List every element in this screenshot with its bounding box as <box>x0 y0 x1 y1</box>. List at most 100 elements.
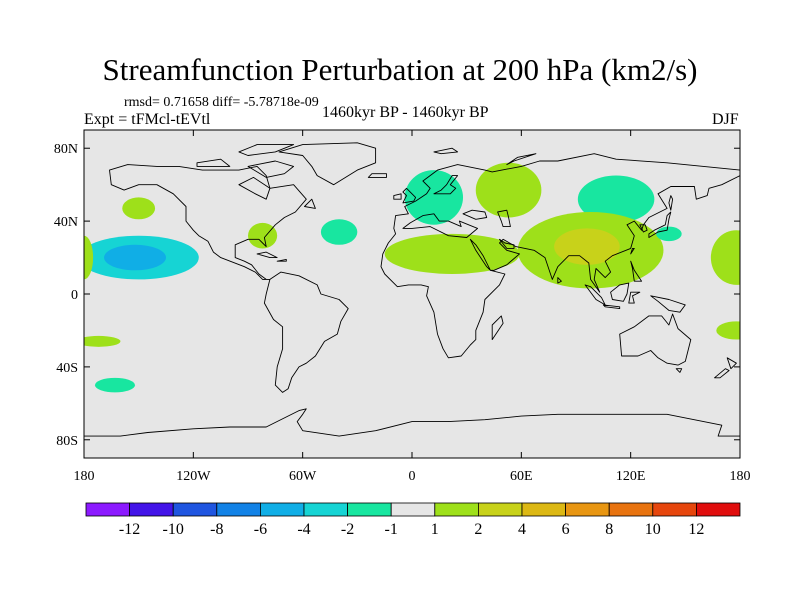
coast-java <box>602 304 621 310</box>
coast-svalbard <box>433 147 459 155</box>
anomaly-mid-atlantic-negative <box>320 219 358 245</box>
colorbar-swatch <box>696 502 741 517</box>
colorbar-label: -4 <box>297 521 310 538</box>
coast-philippines <box>630 260 643 282</box>
coast-hudson-bay <box>238 176 271 200</box>
lon-tick-label: 0 <box>409 469 416 484</box>
coast-sri-lanka <box>557 277 562 284</box>
anomaly-russia-positive <box>475 162 542 218</box>
lon-tick-label: 120W <box>176 469 211 484</box>
coast-sakhalin <box>668 195 674 211</box>
stats-text: rmsd= 0.71658 diff= -5.78718e-09 <box>124 95 319 110</box>
anomaly-gulf-of-mexico-positive <box>248 222 278 249</box>
colorbar-swatch <box>608 502 654 517</box>
lon-tick-label: 120E <box>616 469 646 484</box>
anomaly-south-pacific-negative <box>94 377 136 393</box>
colorbar-swatch <box>85 502 130 517</box>
coast-ellesmere-island <box>238 144 295 156</box>
colorbar-swatch <box>565 502 610 517</box>
colorbar-swatch <box>390 502 436 517</box>
coastline-layer <box>84 142 740 458</box>
coast-tasmania <box>675 368 683 373</box>
colorbar-label: -1 <box>385 521 398 538</box>
anomaly-north-asia-negative <box>577 175 655 223</box>
colorbar-label: 6 <box>562 521 570 538</box>
anomaly-europe-negative <box>404 170 464 225</box>
coast-antarctica <box>84 408 740 458</box>
colorbar-swatch <box>129 502 174 517</box>
coast-new-zealand-north <box>726 357 737 370</box>
coast-australia <box>619 313 692 366</box>
map-frame <box>83 129 741 459</box>
coast-korea-peninsula <box>639 224 648 233</box>
coast-north-america <box>109 164 307 280</box>
season-label: DJF <box>712 111 739 128</box>
coast-eurasia-africa <box>380 153 740 359</box>
coast-red-sea <box>469 238 491 271</box>
anomaly-fill-layer <box>84 162 740 393</box>
ocean-background <box>84 130 740 458</box>
colorbar-swatch <box>172 502 218 517</box>
colorbar: -12 -10 -8 -6 -4 -2 -1 1 2 4 6 8 10 12 <box>85 502 741 538</box>
coast-new-zealand-south <box>714 368 730 379</box>
colorbar-swatch <box>259 502 305 517</box>
coast-persian-gulf <box>499 238 515 249</box>
anomaly-north-pacific-core <box>104 244 166 271</box>
coast-mediterranean-sea <box>402 213 479 238</box>
colorbar-label: 4 <box>518 521 526 538</box>
coast-madagascar <box>491 315 504 341</box>
coast-caspian-sea <box>497 209 511 228</box>
coast-sulawesi <box>628 291 641 304</box>
colorbar-swatch <box>216 502 261 517</box>
colorbar-label: -10 <box>163 521 184 538</box>
lat-tick-label: 80N <box>54 142 78 157</box>
lat-tick-label: 40N <box>54 215 78 230</box>
coast-greenland <box>278 142 377 186</box>
lon-tick-label: 60E <box>510 469 533 484</box>
coast-baffin-island <box>247 160 295 178</box>
coast-black-sea <box>462 209 488 220</box>
coast-south-america <box>263 271 349 393</box>
lat-tick-label: 40S <box>56 361 78 376</box>
map-panel: 180 120W 60W 0 60E 120E 180 80N 40N 0 40S 80S <box>54 129 751 484</box>
anomaly-southwest-pacific-positive <box>716 321 740 340</box>
colorbar-swatch <box>652 502 697 517</box>
coast-borneo <box>610 282 630 302</box>
colorbar-label: -6 <box>254 521 267 538</box>
anomaly-south-pacific-west-positive <box>84 335 121 347</box>
colorbar-swatch <box>347 502 392 517</box>
lon-tick-label: 60W <box>289 469 317 484</box>
lat-tick-label: 0 <box>71 288 78 303</box>
coast-ireland <box>393 193 402 200</box>
lat-tick-label: 80S <box>56 434 78 449</box>
experiment-label: Expt = tFMcl-tEVtl <box>84 111 211 128</box>
colorbar-label: -8 <box>210 521 223 538</box>
colorbar-label: 10 <box>645 521 661 538</box>
coast-novaya-zemlya <box>506 153 537 166</box>
coast-hispaniola <box>276 258 287 262</box>
coast-newfoundland <box>304 198 316 209</box>
plot-title: Streamfunction Perturbation at 200 hPa (… <box>102 52 698 87</box>
lon-tick-label: 180 <box>730 469 751 484</box>
anomaly-northwest-pacific-positive <box>122 197 156 220</box>
anomaly-central-pacific-west-positive <box>84 235 94 280</box>
colorbar-swatch <box>434 502 479 517</box>
anomaly-central-pacific-east-positive <box>710 230 740 285</box>
coast-cuba <box>256 251 278 259</box>
colorbar-label: -2 <box>341 521 354 538</box>
coast-victoria-island <box>196 158 231 167</box>
coast-japan <box>648 211 672 238</box>
colorbar-swatch <box>303 502 348 517</box>
anomaly-west-pacific-negative <box>656 226 682 242</box>
colorbar-label: 8 <box>605 521 613 538</box>
colorbar-swatch <box>521 502 566 517</box>
coast-sumatra <box>584 284 606 306</box>
coast-great-britain <box>402 187 417 204</box>
colorbar-label: 1 <box>431 521 439 538</box>
lon-tick-label: 180 <box>74 469 95 484</box>
period-label: 1460kyr BP - 1460kyr BP <box>322 104 489 121</box>
coast-baltic-sea <box>433 175 459 195</box>
anomaly-asia-core <box>554 228 620 265</box>
colorbar-label: -12 <box>119 521 140 538</box>
